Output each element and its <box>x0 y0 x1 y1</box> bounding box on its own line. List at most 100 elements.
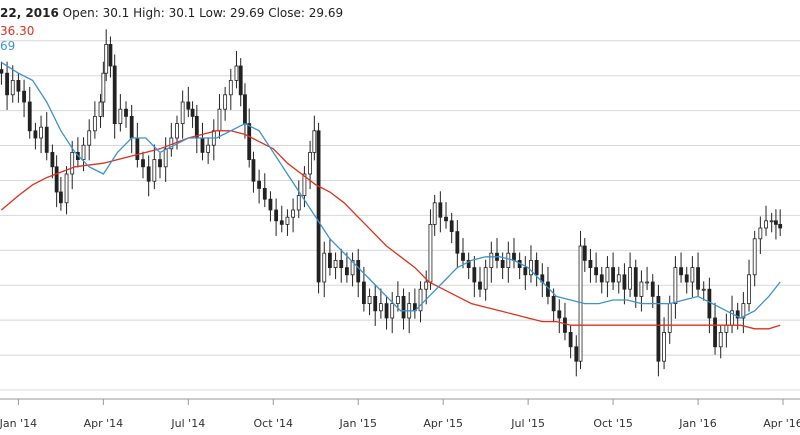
candle-body <box>656 295 661 362</box>
open-value: 30.1 <box>102 6 130 20</box>
candle-body <box>611 267 615 283</box>
candle-body <box>112 65 117 124</box>
candle-body <box>200 137 205 153</box>
candle-body <box>22 90 26 103</box>
close-value: 29.69 <box>308 6 344 20</box>
candle-body <box>234 65 239 81</box>
candle-body <box>175 123 179 139</box>
candle-body <box>622 274 627 290</box>
candle-body <box>512 252 516 261</box>
candle-body <box>247 123 252 160</box>
candle-body <box>251 159 256 182</box>
candle-body <box>81 144 86 160</box>
candle-body <box>662 331 666 362</box>
candle-body <box>186 101 191 110</box>
candle-body <box>257 180 262 189</box>
candle-body <box>563 317 567 333</box>
candle-body <box>39 126 43 139</box>
candle-body <box>529 259 533 276</box>
candle-body <box>684 274 689 283</box>
candle-body <box>361 281 366 305</box>
candle-body <box>483 267 488 290</box>
candle-body <box>10 80 15 96</box>
candle-body <box>87 130 92 146</box>
low-value: 29.69 <box>230 6 265 20</box>
candle-body <box>588 259 593 268</box>
candle-body <box>424 281 429 290</box>
candle-body <box>449 220 454 233</box>
header-date: 22, 2016 <box>0 6 59 20</box>
x-tick-label: Apr '15 <box>423 417 463 430</box>
candle-body <box>578 245 583 362</box>
short-ma-line <box>1 61 781 319</box>
candle-body <box>308 151 312 175</box>
candle-body <box>701 288 706 291</box>
candle-body <box>108 44 113 67</box>
candle-body <box>735 310 740 319</box>
candle-body <box>444 216 448 222</box>
candle-body <box>101 72 106 103</box>
candle-body <box>438 202 443 218</box>
x-tick-label: Apr '14 <box>84 417 124 430</box>
candle-body <box>713 317 717 348</box>
candle-body <box>506 252 511 268</box>
candle-body <box>158 159 162 168</box>
candle-body <box>418 288 423 312</box>
x-tick-label: Jan '16 <box>678 417 716 430</box>
x-tick-label: Oct '14 <box>254 417 294 430</box>
candle-body <box>322 252 327 283</box>
candle-body <box>472 267 477 283</box>
candle-body <box>104 44 109 74</box>
candle-body <box>764 220 768 229</box>
candle-body <box>223 94 228 110</box>
candle-body <box>146 166 151 182</box>
candle-body <box>432 202 437 225</box>
candle-body <box>70 151 75 175</box>
candle-body <box>605 267 610 283</box>
candles <box>0 29 783 377</box>
candle-body <box>33 130 38 139</box>
short-ma-value: 69 <box>0 39 16 53</box>
candle-body <box>633 267 638 297</box>
candle-body <box>582 245 587 261</box>
candle-body <box>302 173 307 197</box>
candle-body <box>752 238 757 276</box>
candle-body <box>724 324 729 333</box>
candle-body <box>594 267 599 276</box>
candle-body <box>690 267 695 283</box>
candle-body <box>316 130 321 283</box>
candle-body <box>0 69 4 74</box>
long-ma-value: 36.30 <box>0 24 35 38</box>
candle-body <box>98 101 103 117</box>
candle-body <box>367 295 372 304</box>
candle-body <box>206 144 211 153</box>
candle-body <box>639 281 644 297</box>
candle-body <box>217 108 222 132</box>
candle-body <box>228 80 233 96</box>
x-tick-label: Jan '14 <box>0 417 37 430</box>
candle-body <box>163 148 168 168</box>
candle-body <box>395 295 400 304</box>
candle-body <box>64 173 69 204</box>
candle-body <box>741 303 746 319</box>
open-label: Open: <box>62 6 99 20</box>
candle-body <box>747 274 751 304</box>
candle-body <box>135 137 140 161</box>
candle-body <box>373 295 378 312</box>
candle-body <box>27 101 32 132</box>
candle-body <box>243 94 247 125</box>
low-label: Low: <box>199 6 227 20</box>
candle-body <box>54 166 59 193</box>
candle-body <box>124 108 128 117</box>
candle-body <box>645 281 649 284</box>
candle-body <box>356 259 361 283</box>
x-tick-label: Apr '16 <box>763 417 800 430</box>
candle-body <box>92 116 97 132</box>
candle-body <box>238 65 243 96</box>
candle-body <box>118 108 123 124</box>
candle-body <box>568 331 573 348</box>
x-tick-label: Oct '15 <box>593 417 633 430</box>
candle-body <box>285 216 290 225</box>
candle-body <box>50 151 55 168</box>
